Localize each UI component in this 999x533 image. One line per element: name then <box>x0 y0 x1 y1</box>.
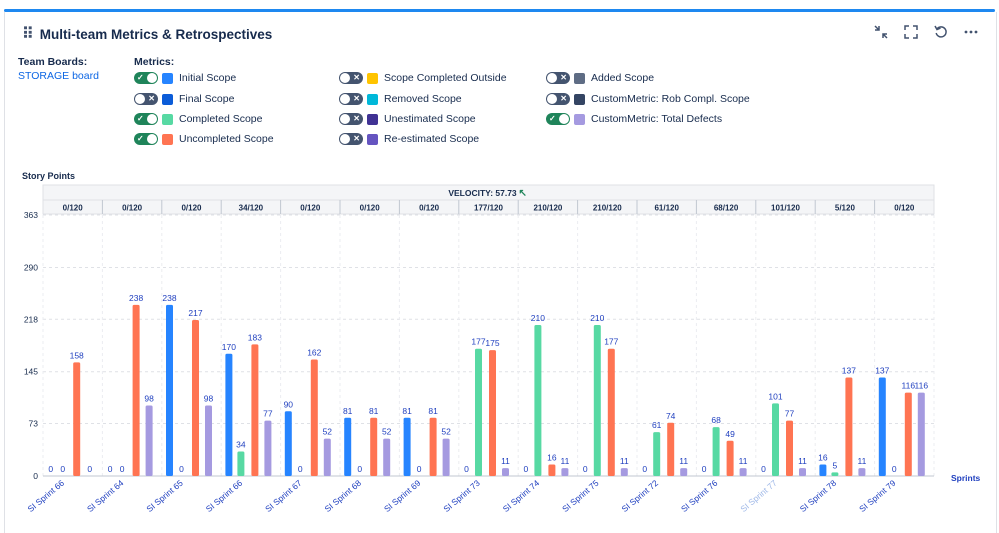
check-icon: ✓ <box>137 134 144 143</box>
metric-label: Re-estimated Scope <box>384 133 480 145</box>
close-icon: ✕ <box>148 94 155 103</box>
metric-toggle[interactable]: ✓ <box>134 72 158 84</box>
metric-item[interactable]: ✕ Unestimated Scope <box>339 112 476 126</box>
y-axis-title: Story Points <box>22 171 76 181</box>
metric-toggle[interactable]: ✕ <box>339 133 363 145</box>
close-icon: ✕ <box>353 94 360 103</box>
close-icon: ✕ <box>353 134 360 143</box>
metric-label: CustomMetric: Total Defects <box>591 113 723 125</box>
toggle-knob <box>135 94 145 104</box>
close-icon: ✕ <box>353 73 360 82</box>
metric-color-swatch <box>367 72 378 84</box>
metric-toggle[interactable]: ✕ <box>546 72 570 84</box>
toggle-knob <box>340 94 350 104</box>
metric-item[interactable]: ✕ Added Scope <box>546 71 654 85</box>
collapse-icon[interactable] <box>873 24 889 40</box>
toggle-knob <box>340 73 350 83</box>
panel-accent-bar <box>4 9 995 12</box>
metric-color-swatch <box>574 113 585 125</box>
metric-toggle[interactable]: ✕ <box>339 113 363 125</box>
metric-color-swatch <box>162 113 173 125</box>
panel-header: ⠿ Multi-team Metrics & Retrospectives <box>22 24 272 44</box>
metrics-label: Metrics: <box>134 56 175 68</box>
metric-label: Completed Scope <box>179 113 263 125</box>
team-boards-label: Team Boards: <box>18 56 88 68</box>
metric-label: Added Scope <box>591 72 655 84</box>
metric-toggle[interactable]: ✕ <box>339 93 363 105</box>
metric-toggle[interactable]: ✕ <box>546 93 570 105</box>
panel-actions <box>873 24 979 40</box>
metric-label: Scope Completed Outside <box>384 72 507 84</box>
metric-toggle[interactable]: ✓ <box>134 113 158 125</box>
metric-item[interactable]: ✓ Initial Scope <box>134 71 236 85</box>
close-icon: ✕ <box>560 73 567 82</box>
more-icon[interactable] <box>963 24 979 40</box>
metric-item[interactable]: ✕ Scope Completed Outside <box>339 71 507 85</box>
panel-frame <box>4 12 997 533</box>
check-icon: ✓ <box>137 73 144 82</box>
toggle-knob <box>147 134 157 144</box>
metric-toggle[interactable]: ✓ <box>134 133 158 145</box>
metric-item[interactable]: ✓ CustomMetric: Total Defects <box>546 112 722 126</box>
metric-label: Removed Scope <box>384 93 462 105</box>
metric-toggle[interactable]: ✕ <box>339 72 363 84</box>
fullscreen-icon[interactable] <box>903 24 919 40</box>
toggle-knob <box>547 94 557 104</box>
refresh-icon[interactable] <box>933 24 949 40</box>
board-link[interactable]: STORAGE board <box>18 70 99 82</box>
metric-item[interactable]: ✓ Completed Scope <box>134 112 262 126</box>
metric-label: CustomMetric: Rob Compl. Scope <box>591 93 750 105</box>
close-icon: ✕ <box>353 114 360 123</box>
toggle-knob <box>147 73 157 83</box>
metric-color-swatch <box>162 72 173 84</box>
toggle-knob <box>340 134 350 144</box>
metric-item[interactable]: ✕ CustomMetric: Rob Compl. Scope <box>546 92 750 106</box>
metric-color-swatch <box>367 93 378 105</box>
metric-color-swatch <box>367 133 378 145</box>
metric-label: Final Scope <box>179 93 235 105</box>
metric-label: Unestimated Scope <box>384 113 476 125</box>
metric-label: Uncompleted Scope <box>179 133 274 145</box>
metric-item[interactable]: ✓ Uncompleted Scope <box>134 132 274 146</box>
metric-toggle[interactable]: ✓ <box>546 113 570 125</box>
toggle-knob <box>559 114 569 124</box>
check-icon: ✓ <box>549 114 556 123</box>
metric-label: Initial Scope <box>179 72 237 84</box>
panel-title: Multi-team Metrics & Retrospectives <box>39 26 273 42</box>
toggle-knob <box>147 114 157 124</box>
toggle-knob <box>547 73 557 83</box>
metric-color-swatch <box>367 113 378 125</box>
check-icon: ✓ <box>137 114 144 123</box>
metric-item[interactable]: ✕ Removed Scope <box>339 92 462 106</box>
metric-item[interactable]: ✕ Re-estimated Scope <box>339 132 479 146</box>
drag-handle-icon[interactable]: ⠿ <box>22 26 34 43</box>
metric-color-swatch <box>574 72 585 84</box>
toggle-knob <box>340 114 350 124</box>
metric-color-swatch <box>574 93 585 105</box>
metric-toggle[interactable]: ✕ <box>134 93 158 105</box>
metric-item[interactable]: ✕ Final Scope <box>134 92 234 106</box>
metric-color-swatch <box>162 133 173 145</box>
close-icon: ✕ <box>560 94 567 103</box>
metric-color-swatch <box>162 93 173 105</box>
